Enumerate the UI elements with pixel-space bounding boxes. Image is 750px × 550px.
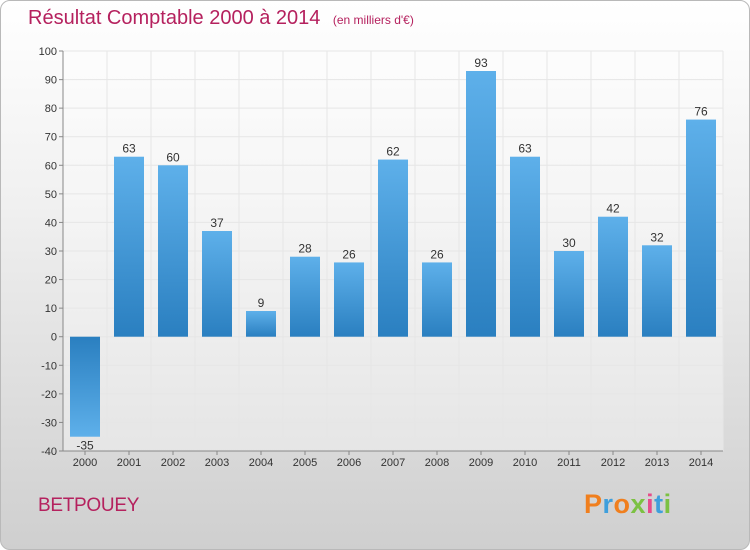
data-label-2014: 76 — [694, 105, 708, 119]
bar-2013 — [642, 245, 672, 337]
logo-letter: r — [602, 489, 614, 519]
data-label-2000: -35 — [76, 439, 94, 453]
x-tick-label: 2004 — [249, 457, 273, 469]
bar-2006 — [334, 262, 364, 337]
x-tick-label: 2008 — [425, 457, 449, 469]
y-tick-label: -30 — [41, 417, 57, 429]
data-label-2011: 30 — [562, 236, 576, 250]
bar-2014 — [686, 119, 716, 337]
data-label-2010: 63 — [518, 142, 532, 156]
data-label-2006: 26 — [342, 247, 356, 261]
y-tick-label: 70 — [45, 132, 57, 144]
commune-name: BETPOUEY — [38, 495, 140, 516]
bar-2004 — [246, 311, 276, 337]
bar-2002 — [158, 165, 188, 337]
bar-2003 — [202, 231, 232, 337]
bar-2000 — [70, 336, 100, 437]
y-tick-label: 20 — [45, 275, 57, 287]
data-label-2008: 26 — [430, 247, 444, 261]
x-tick-label: 2007 — [381, 457, 405, 469]
title-main: Résultat Comptable 2000 à 2014 — [28, 7, 321, 29]
bar-2011 — [554, 251, 584, 337]
y-tick-label: 0 — [51, 332, 57, 344]
logo-letter: i — [646, 489, 655, 519]
y-tick-label: 90 — [45, 75, 57, 87]
data-label-2001: 63 — [122, 142, 136, 156]
y-tick-label: 30 — [45, 246, 57, 258]
x-tick-label: 2001 — [117, 457, 141, 469]
logo-letter: P — [584, 489, 603, 519]
data-label-2005: 28 — [298, 242, 312, 256]
data-label-2002: 60 — [166, 150, 180, 164]
x-tick-label: 2009 — [469, 457, 493, 469]
y-tick-label: 60 — [45, 160, 57, 172]
y-tick-label: 40 — [45, 217, 57, 229]
data-label-2012: 42 — [606, 202, 620, 216]
x-tick-label: 2014 — [689, 457, 713, 469]
y-tick-label: -10 — [41, 360, 57, 372]
y-tick-label: 100 — [39, 46, 57, 58]
chart-title: Résultat Comptable 2000 à 2014 (en milli… — [28, 7, 414, 30]
data-label-2007: 62 — [386, 145, 400, 159]
x-tick-label: 2000 — [73, 457, 97, 469]
y-tick-label: -40 — [41, 446, 57, 458]
bar-2001 — [114, 156, 144, 337]
logo-letter: o — [613, 489, 631, 519]
data-label-2013: 32 — [650, 230, 664, 244]
data-label-2009: 93 — [474, 56, 488, 70]
x-tick-label: 2010 — [513, 457, 537, 469]
x-tick-label: 2005 — [293, 457, 317, 469]
bar-2005 — [290, 256, 320, 337]
proxiti-logo: Proxiti — [584, 489, 672, 520]
x-tick-label: 2013 — [645, 457, 669, 469]
bar-2010 — [510, 156, 540, 337]
x-tick-label: 2006 — [337, 457, 361, 469]
logo-letter: x — [630, 489, 647, 519]
y-tick-label: -20 — [41, 389, 57, 401]
bar-2009 — [466, 71, 496, 337]
bar-2012 — [598, 216, 628, 337]
logo-letter: t — [654, 489, 664, 519]
bar-2007 — [378, 159, 408, 337]
data-label-2003: 37 — [210, 216, 224, 230]
bar-2008 — [422, 262, 452, 337]
y-tick-label: 50 — [45, 189, 57, 201]
x-tick-label: 2011 — [557, 457, 581, 469]
y-tick-label: 10 — [45, 303, 57, 315]
logo-letter: i — [663, 489, 672, 519]
x-tick-label: 2012 — [601, 457, 625, 469]
x-tick-label: 2002 — [161, 457, 185, 469]
y-tick-label: 80 — [45, 103, 57, 115]
data-label-2004: 9 — [258, 296, 265, 310]
title-unit: (en milliers d'€) — [332, 13, 414, 27]
x-tick-label: 2003 — [205, 457, 229, 469]
